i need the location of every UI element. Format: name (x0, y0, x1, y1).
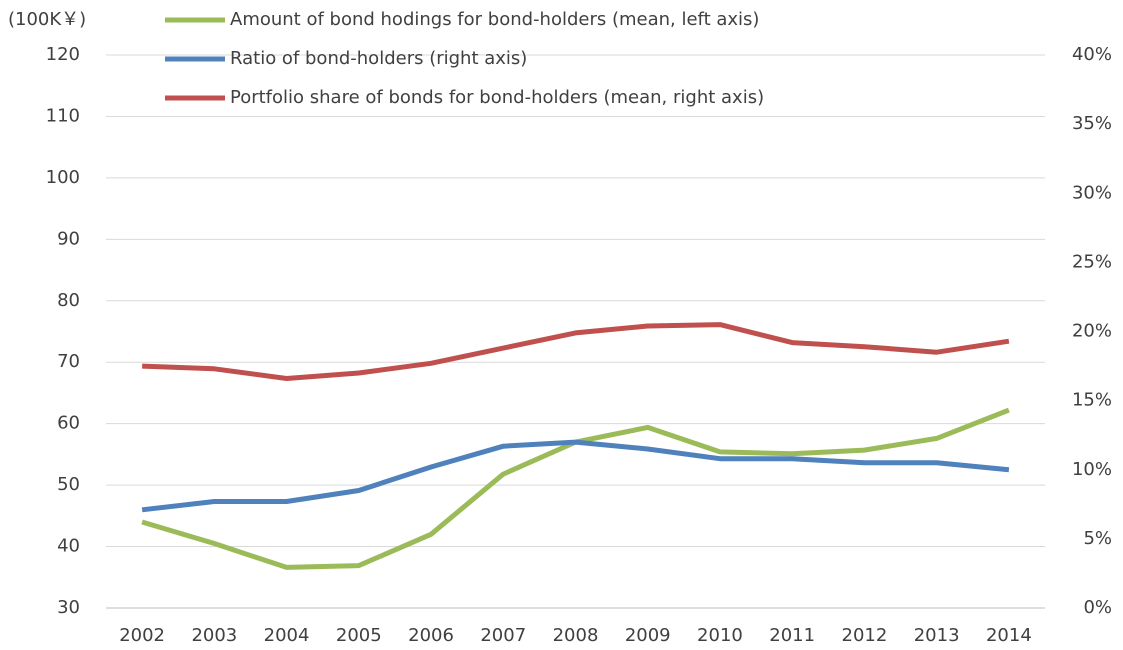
y2-tick-label: 40% (1072, 44, 1112, 65)
y-tick-label: 110 (46, 105, 80, 126)
y-tick-label: 60 (57, 413, 80, 434)
x-tick-label: 2009 (625, 625, 671, 646)
data-line (141, 407, 1010, 570)
x-tick-label: 2004 (264, 625, 310, 646)
y2-tick-label: 0% (1083, 597, 1112, 618)
y2-tick-label: 15% (1072, 390, 1112, 411)
x-tick-label: 2006 (408, 625, 454, 646)
legend-label: Ratio of bond-holders (right axis) (230, 48, 527, 69)
y-tick-label: 30 (57, 597, 80, 618)
y2-tick-label: 30% (1072, 182, 1112, 203)
x-tick-label: 2013 (914, 625, 960, 646)
legend-label: Amount of bond hodings for bond-holders … (230, 9, 759, 30)
y-tick-label: 90 (57, 228, 80, 249)
y2-tick-label: 5% (1083, 528, 1112, 549)
y2-tick-label: 35% (1072, 113, 1112, 134)
x-tick-label: 2005 (336, 625, 382, 646)
data-line (142, 322, 1010, 381)
y-tick-label: 40 (57, 536, 80, 557)
x-tick-label: 2011 (769, 625, 815, 646)
data-line (141, 439, 1010, 513)
y-axis-label: (100K￥) (8, 9, 86, 30)
x-tick-label: 2010 (697, 625, 743, 646)
y2-tick-label: 25% (1072, 251, 1112, 272)
y2-tick-label: 10% (1072, 459, 1112, 480)
y-tick-label: 70 (57, 351, 80, 372)
y-tick-label: 80 (57, 290, 80, 311)
x-tick-label: 2002 (119, 625, 165, 646)
y-tick-label: 50 (57, 474, 80, 495)
x-tick-label: 2012 (842, 625, 888, 646)
legend-label: Portfolio share of bonds for bond-holder… (230, 87, 764, 108)
y-tick-label: 120 (46, 44, 80, 65)
x-tick-label: 2008 (553, 625, 599, 646)
x-tick-label: 2007 (480, 625, 526, 646)
x-tick-label: 2003 (191, 625, 237, 646)
x-tick-label: 2014 (986, 625, 1032, 646)
y-tick-label: 100 (46, 167, 80, 188)
y2-tick-label: 20% (1072, 321, 1112, 342)
